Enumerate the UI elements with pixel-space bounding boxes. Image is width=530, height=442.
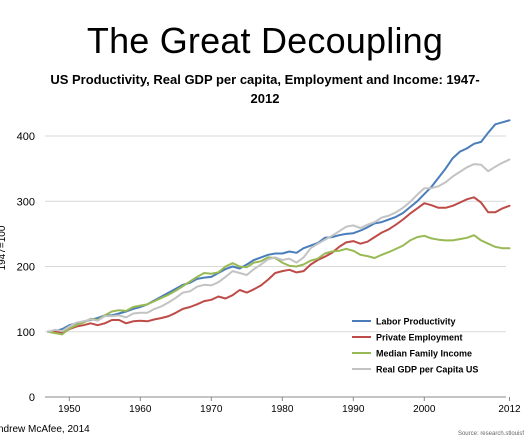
y-tick-label: 200	[17, 262, 35, 274]
x-tick-label: 2012	[498, 404, 521, 415]
x-tick-label: 1950	[58, 404, 81, 415]
legend: Labor Productivity Private Employment Medi…	[352, 317, 478, 375]
series-line-real-gdp-per-capita-us	[47, 158, 511, 333]
x-tick-label: 1990	[342, 404, 365, 415]
chart-subtitle: US Productivity, Real GDP per capita, Em…	[50, 72, 480, 106]
series-line-private-employment	[47, 196, 511, 335]
author-credit: ndrew McAfee, 2014	[0, 424, 90, 435]
y-tick-label: 100	[17, 327, 35, 339]
source-note: Source: research.stlouisf	[457, 431, 524, 437]
legend-label-median-family-income: Median Family Income	[376, 349, 472, 359]
x-tick-label: 1960	[129, 404, 152, 415]
x-tick-label: 1980	[271, 404, 294, 415]
y-tick-label: 400	[17, 131, 35, 143]
y-tick-label: 300	[17, 196, 35, 208]
series-line-labor-productivity	[47, 119, 511, 333]
x-tick-labels: 1950 1960 1970 1980 1990 2000 2012	[58, 397, 521, 415]
legend-label-labor-productivity: Labor Productivity	[376, 317, 456, 327]
series-lines	[47, 119, 511, 336]
y-tick-labels: 0 100 200 300 400	[17, 131, 35, 404]
x-tick-label: 1970	[200, 404, 223, 415]
series-line-median-family-income	[47, 234, 511, 336]
gridlines	[45, 135, 506, 333]
x-tick-label: 2000	[413, 404, 436, 415]
y-tick-label: 0	[29, 392, 35, 404]
legend-label-private-employment: Private Employment	[376, 333, 463, 343]
y-axis-label: 1947=100	[0, 225, 8, 270]
chart-title: The Great Decoupling	[86, 20, 444, 61]
legend-label-real-gdp-per-capita-us: Real GDP per Capita US	[376, 365, 478, 375]
